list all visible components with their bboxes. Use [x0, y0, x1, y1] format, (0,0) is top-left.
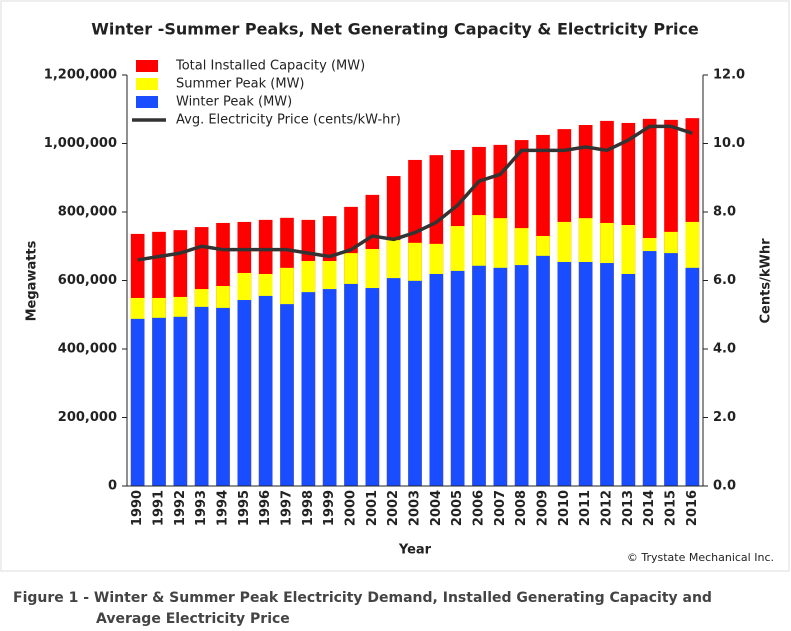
x-tick-label: 2000 [344, 490, 359, 526]
y-tick-label: 400,000 [58, 342, 117, 357]
bar [280, 304, 294, 486]
chart-title: Winter -Summer Peaks, Net Generating Cap… [91, 20, 699, 39]
y2-tick-label: 2.0 [713, 410, 736, 425]
y2-tick-label: 12.0 [713, 68, 745, 83]
x-tick-label: 1998 [301, 490, 316, 526]
x-tick-label: 2016 [685, 490, 700, 526]
caption: Average Electricity Price [96, 611, 290, 627]
x-tick-label: 2002 [386, 490, 401, 526]
bar [557, 262, 572, 486]
x-tick-label: 1990 [130, 490, 145, 526]
bar [344, 283, 358, 486]
bar [301, 292, 316, 486]
bar [642, 251, 657, 486]
y2-tick-label: 8.0 [713, 205, 736, 220]
x-tick-label: 1999 [322, 490, 337, 526]
x-tick-label: 2007 [493, 490, 508, 526]
legend-swatch [136, 78, 158, 90]
x-tick-label: 2014 [642, 490, 657, 526]
bar [493, 267, 508, 486]
x-tick-label: 1993 [194, 490, 209, 526]
x-tick-label: 1996 [258, 490, 273, 526]
x-tick-label: 2012 [600, 490, 615, 526]
x-tick-label: 2011 [578, 490, 593, 526]
bar [322, 289, 337, 486]
bar [216, 307, 230, 486]
x-axis-title: Year [398, 543, 432, 558]
x-tick-label: 2006 [472, 490, 487, 526]
y-tick-label: 0 [108, 479, 117, 494]
y-tick-label: 800,000 [58, 205, 117, 220]
bar [685, 267, 700, 486]
legend-label: Winter Peak (MW) [176, 95, 292, 110]
x-tick-label: 2004 [429, 490, 444, 526]
x-tick-label: 2009 [536, 490, 551, 526]
bar [258, 295, 273, 486]
bar [578, 262, 593, 486]
bar [130, 318, 145, 486]
x-tick-label: 2003 [408, 490, 423, 526]
legend-label: Total Installed Capacity (MW) [175, 59, 365, 74]
x-tick-label: 2010 [557, 490, 572, 526]
y-tick-label: 1,000,000 [44, 136, 117, 151]
bar [450, 270, 465, 486]
y2-tick-label: 4.0 [713, 342, 736, 357]
x-tick-label: 2008 [514, 490, 529, 526]
y2-axis-title: Cents/kWhr [759, 238, 774, 324]
bar [664, 253, 678, 486]
credit: © Trystate Mechanical Inc. [627, 551, 774, 564]
line [137, 124, 693, 262]
bar [429, 273, 444, 486]
bar [237, 300, 252, 486]
bar [173, 316, 188, 486]
x-tick-label: 2013 [621, 490, 636, 526]
bar [386, 278, 401, 486]
frame [0, 0, 790, 572]
x-tick-label: 1994 [216, 490, 231, 526]
x-tick-label: 2015 [664, 490, 679, 526]
x-tick-label: 1995 [237, 490, 252, 526]
bar [514, 265, 529, 486]
legend-label: Summer Peak (MW) [176, 77, 305, 92]
legend-swatch [136, 96, 158, 108]
y-axis-title: Megawatts [25, 240, 40, 321]
y2-tick-label: 10.0 [713, 136, 745, 151]
x-tick-label: 1992 [173, 490, 188, 526]
caption: Figure 1 - Winter & Summer Peak Electric… [13, 590, 712, 606]
y-tick-label: 200,000 [58, 410, 117, 425]
y-tick-label: 1,200,000 [44, 68, 117, 83]
bar [472, 265, 486, 486]
bar [365, 288, 380, 486]
bar [408, 280, 422, 486]
bar [194, 306, 209, 486]
y-tick-label: 600,000 [58, 273, 117, 288]
bar [152, 317, 166, 486]
bar [600, 263, 614, 486]
y2-tick-label: 6.0 [713, 273, 736, 288]
y2-tick-label: 0.0 [713, 479, 736, 494]
legend-label: Avg. Electricity Price (cents/kW-hr) [176, 113, 401, 128]
x-tick-label: 1991 [152, 490, 167, 526]
x-tick-label: 1997 [280, 490, 295, 526]
x-tick-label: 2001 [365, 490, 380, 526]
x-tick-label: 2005 [450, 490, 465, 526]
legend-swatch [136, 60, 158, 72]
bar [621, 273, 636, 486]
bar [536, 255, 550, 486]
